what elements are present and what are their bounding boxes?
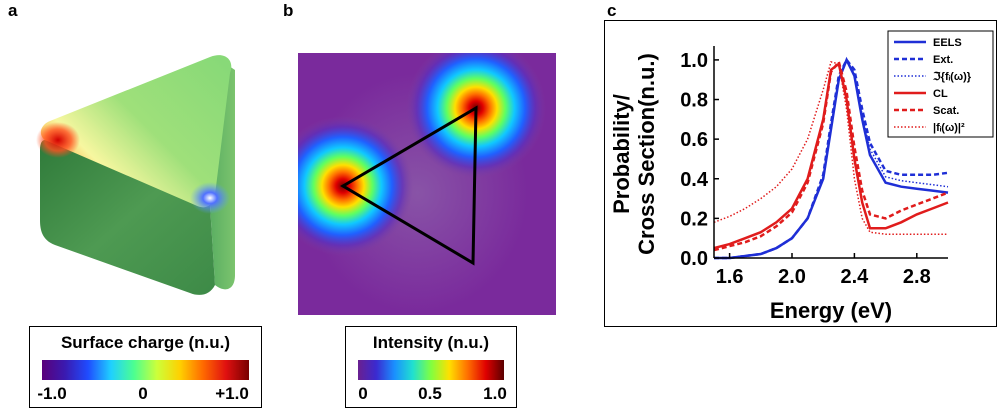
spectrum-chart: 0.0 0.2 0.4 0.6 0.8 1.0 1.6 2.0 2.4 2.8 Probabil… — [609, 30, 994, 323]
y-tick-label: 0.0 — [680, 248, 708, 270]
legend-label-0: EELS — [933, 37, 962, 49]
y-tick-label: 1.0 — [680, 50, 708, 72]
intensity-tick-mid: 0.5 — [418, 384, 442, 403]
y-tick-label: 0.6 — [680, 129, 708, 151]
series-line-5 — [713, 60, 948, 235]
intensity-colorbar: Intensity (n.u.) 0 0.5 1.0 — [345, 326, 517, 408]
surface-charge-colorbar: Surface charge (n.u.) -1.0 0 +1.0 — [29, 326, 262, 408]
intensity-colorbar-gradient — [358, 360, 504, 380]
x-tick-label: 2.4 — [840, 266, 869, 288]
surface-charge-tick-mid: 0 — [138, 384, 148, 403]
surface-charge-tick-max: +1.0 — [215, 384, 249, 403]
intensity-tick-max: 1.0 — [483, 384, 507, 403]
y-axis-label-line1: Probability/ — [609, 94, 634, 214]
y-tick-label: 0.2 — [680, 208, 708, 230]
legend-box — [887, 30, 994, 138]
legend: EELS Ext. ℑ{fᵢ(ω)} CL Scat. |fᵢ(ω)|² — [887, 30, 994, 138]
surface-charge-tick-min: -1.0 — [37, 384, 67, 403]
surface-charge-colorbar-title: Surface charge (n.u.) — [60, 333, 231, 352]
surface-charge-colorbar-gradient — [42, 360, 249, 380]
y-axis-label-line2: Cross Section(n.u.) — [634, 53, 659, 255]
nanoprism-surface-charge-render — [36, 55, 235, 295]
series-line-2 — [714, 58, 949, 259]
x-tick-label: 1.6 — [716, 266, 744, 288]
series-line-4 — [713, 59, 949, 252]
x-axis-label: Energy (eV) — [770, 298, 892, 323]
intensity-map — [298, 53, 556, 315]
y-tick-label: 0.8 — [680, 90, 708, 112]
intensity-colorbar-title: Intensity (n.u.) — [372, 333, 490, 352]
legend-label-1: Ext. — [933, 54, 953, 66]
y-tick-label: 0.4 — [680, 169, 709, 191]
x-tick-label: 2.0 — [778, 266, 806, 288]
legend-label-2: ℑ{fᵢ(ω)} — [932, 71, 972, 83]
panel-b-label: b — [283, 1, 294, 20]
panel-a-label: a — [8, 1, 18, 20]
x-tick-label: 2.8 — [903, 266, 931, 288]
legend-label-4: Scat. — [933, 105, 959, 117]
panel-c-label: c — [607, 1, 617, 20]
nanoprism-outline — [340, 105, 478, 266]
intensity-tick-min: 0 — [358, 384, 368, 403]
legend-label-5: |fᵢ(ω)|² — [933, 122, 965, 134]
legend-label-3: CL — [933, 88, 948, 100]
